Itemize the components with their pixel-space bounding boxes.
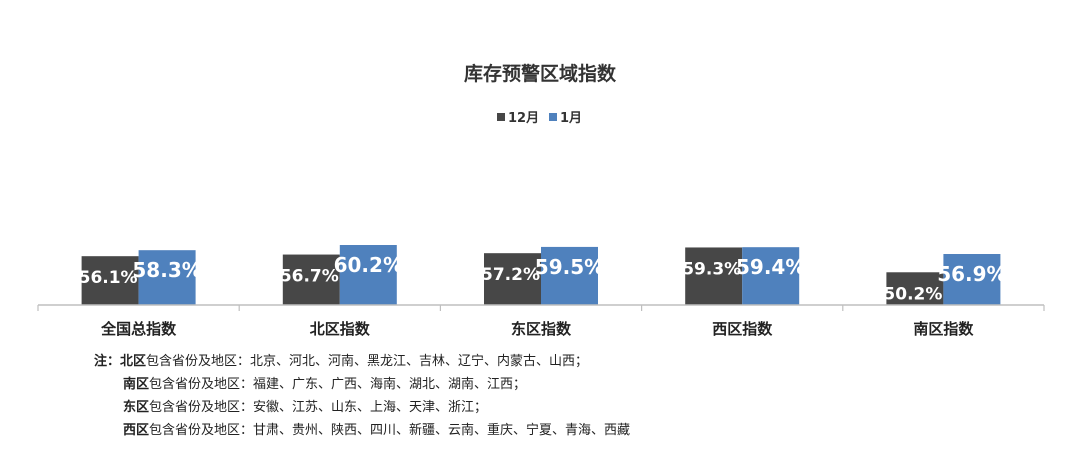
legend-swatch-dec [497, 113, 505, 121]
note-line-north: 注：北区包含省份及地区：北京、河北、河南、黑龙江、吉林、辽宁、内蒙古、山西； [94, 350, 630, 373]
x-axis-label: 全国总指数 [100, 320, 177, 338]
note-line-east: 东区包含省份及地区：安徽、江苏、山东、上海、天津、浙江； [94, 396, 630, 419]
data-label: 58.3% [132, 258, 201, 282]
note-region: 南区 [123, 377, 150, 392]
data-label: 59.5% [535, 255, 604, 279]
data-label: 59.4% [736, 255, 805, 279]
notes-block: 注：北区包含省份及地区：北京、河北、河南、黑龙江、吉林、辽宁、内蒙古、山西； 南… [94, 350, 630, 442]
x-axis-label: 东区指数 [511, 320, 572, 338]
bar-dec [886, 272, 944, 305]
legend-swatch-jan [549, 113, 557, 121]
note-region: 东区 [123, 400, 150, 415]
x-axis-ticks [37, 305, 1045, 311]
data-label-group: 56.1%58.3% 56.7%60.2% 57.2%59.5% 59.3%59.4%… [79, 253, 1007, 304]
data-label: 56.9% [937, 262, 1006, 286]
note-text: 包含省份及地区：北京、河北、河南、黑龙江、吉林、辽宁、内蒙古、山西； [146, 354, 589, 369]
bar-group [81, 245, 1001, 305]
note-region: 北区 [120, 354, 147, 369]
note-prefix: 注： [94, 354, 121, 369]
x-axis-label: 南区指数 [913, 320, 974, 338]
x-axis-label: 西区指数 [712, 320, 773, 338]
note-text: 包含省份及地区：福建、广东、广西、海南、湖北、湖南、江西； [149, 377, 527, 392]
bar-dec [282, 254, 340, 305]
note-text: 包含省份及地区：甘肃、贵州、陕西、四川、新疆、云南、重庆、宁夏、青海、西藏 [149, 423, 631, 438]
note-line-south: 南区包含省份及地区：福建、广东、广西、海南、湖北、湖南、江西； [94, 373, 630, 396]
chart-legend: 12月 1月 [497, 111, 582, 126]
bar-jan [943, 254, 1001, 305]
chart-title: 库存预警区域指数 [464, 62, 617, 85]
data-label: 60.2% [334, 253, 403, 277]
bar-dec [484, 253, 541, 305]
bar-dec [685, 247, 743, 305]
note-line-west: 西区包含省份及地区：甘肃、贵州、陕西、四川、新疆、云南、重庆、宁夏、青海、西藏 [94, 419, 630, 442]
legend-label: 12月 [508, 111, 539, 126]
bar-chart: 库存预警区域指数 12月 1月 56.1%58.3% 56.7%60.2% 57.2%… [37, 62, 1045, 338]
bar-dec [81, 256, 139, 305]
data-label: 56.1% [79, 268, 138, 288]
x-axis-label: 北区指数 [310, 320, 371, 338]
note-region: 西区 [123, 423, 150, 438]
data-label: 59.3% [682, 259, 741, 279]
bar-jan [138, 250, 196, 305]
bar-jan [339, 245, 397, 305]
data-label: 57.2% [481, 265, 540, 285]
x-axis-labels: 全国总指数 北区指数 东区指数 西区指数 南区指数 [100, 320, 974, 338]
bar-jan [541, 246, 598, 305]
legend-label: 1月 [560, 111, 582, 126]
data-label: 50.2% [883, 284, 942, 304]
note-text: 包含省份及地区：安徽、江苏、山东、上海、天津、浙江； [149, 400, 488, 415]
bar-jan [742, 247, 800, 305]
data-label: 56.7% [280, 267, 339, 287]
